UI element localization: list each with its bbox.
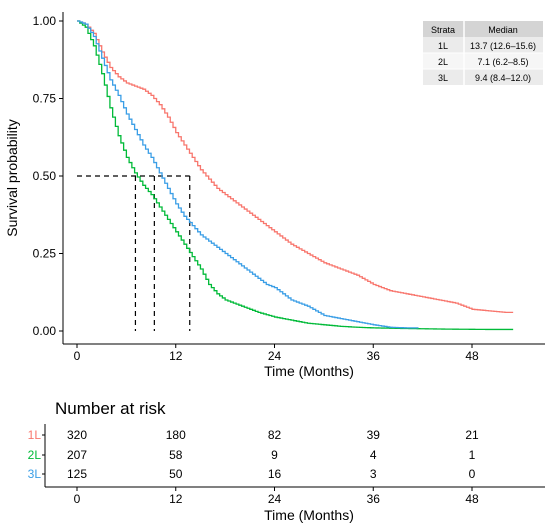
y-ticks: 0.00 0.25 0.50 0.75 1.00 bbox=[33, 14, 63, 338]
median-reference-lines bbox=[77, 175, 191, 331]
risk-value: 9 bbox=[271, 448, 278, 462]
risk-value: 1 bbox=[469, 448, 476, 462]
x-axis-title: Time (Months) bbox=[264, 363, 354, 379]
risk-x-tick-label: 36 bbox=[367, 492, 381, 506]
median-table-header-strata: Strata bbox=[431, 25, 455, 35]
risk-value: 0 bbox=[469, 467, 476, 481]
survival-curve-2l bbox=[77, 20, 514, 331]
risk-table-title: Number at risk bbox=[55, 399, 166, 418]
median-table-header-bg bbox=[423, 21, 543, 37]
risk-strata-label-2l: 2L bbox=[28, 448, 42, 462]
risk-strata-label-1l: 1L bbox=[28, 428, 42, 442]
y-tick-label: 0.50 bbox=[33, 169, 57, 183]
survival-curve-1l bbox=[77, 20, 514, 314]
risk-value: 180 bbox=[166, 428, 186, 442]
survival-plot: 0.00 0.25 0.50 0.75 1.00 0 12 24 36 48 Survival … bbox=[4, 12, 545, 379]
x-tick-label: 48 bbox=[465, 349, 479, 363]
x-tick-label: 12 bbox=[169, 349, 183, 363]
risk-value: 320 bbox=[67, 428, 87, 442]
median-table-row-bg bbox=[423, 69, 543, 85]
risk-value: 58 bbox=[169, 448, 183, 462]
risk-value: 125 bbox=[67, 467, 87, 481]
risk-x-tick-label: 12 bbox=[169, 492, 183, 506]
y-tick-label: 0.25 bbox=[33, 247, 57, 261]
risk-value: 3 bbox=[370, 467, 377, 481]
risk-value: 21 bbox=[465, 428, 479, 442]
x-ticks: 0 12 24 36 48 bbox=[74, 344, 479, 363]
risk-x-tick-label: 48 bbox=[465, 492, 479, 506]
y-tick-label: 1.00 bbox=[33, 14, 57, 28]
median-table-header-median: Median bbox=[488, 25, 518, 35]
median-table-row-bg bbox=[423, 53, 543, 69]
risk-x-ticks: 0 12 24 36 48 bbox=[74, 487, 479, 506]
median-table: Strata Median 1L 13.7 (12.6–15.6) 2L 7.1… bbox=[423, 21, 543, 85]
y-tick-label: 0.00 bbox=[33, 324, 57, 338]
survival-curves bbox=[77, 20, 514, 331]
median-table-median-2l: 7.1 (6.2–8.5) bbox=[477, 57, 528, 67]
x-tick-label: 36 bbox=[367, 349, 381, 363]
risk-table: Number at risk 1L 2L 3L 320 180 82 39 21 207 58 9… bbox=[28, 399, 545, 523]
risk-x-tick-label: 0 bbox=[74, 492, 81, 506]
risk-x-tick-label: 24 bbox=[268, 492, 282, 506]
risk-value: 4 bbox=[370, 448, 377, 462]
risk-values: 320 180 82 39 21 207 58 9 4 1 125 50 16 3 0 bbox=[67, 428, 479, 481]
y-tick-label: 0.75 bbox=[33, 92, 57, 106]
x-tick-label: 24 bbox=[268, 349, 282, 363]
median-table-strata-1l: 1L bbox=[438, 41, 448, 51]
risk-value: 16 bbox=[268, 467, 282, 481]
median-table-median-3l: 9.4 (8.4–12.0) bbox=[475, 73, 531, 83]
risk-strata-labels: 1L 2L 3L bbox=[28, 428, 45, 481]
survival-curve-3l bbox=[77, 20, 419, 329]
risk-x-axis-title: Time (Months) bbox=[264, 507, 354, 523]
median-table-strata-3l: 3L bbox=[438, 73, 448, 83]
y-axis-title: Survival probability bbox=[4, 119, 20, 237]
risk-value: 207 bbox=[67, 448, 87, 462]
median-table-row-bg bbox=[423, 37, 543, 53]
risk-value: 50 bbox=[169, 467, 183, 481]
risk-strata-label-3l: 3L bbox=[28, 467, 42, 481]
risk-value: 39 bbox=[367, 428, 381, 442]
x-tick-label: 0 bbox=[74, 349, 81, 363]
risk-value: 82 bbox=[268, 428, 282, 442]
median-table-median-1l: 13.7 (12.6–15.6) bbox=[470, 41, 536, 51]
median-table-strata-2l: 2L bbox=[438, 57, 448, 67]
